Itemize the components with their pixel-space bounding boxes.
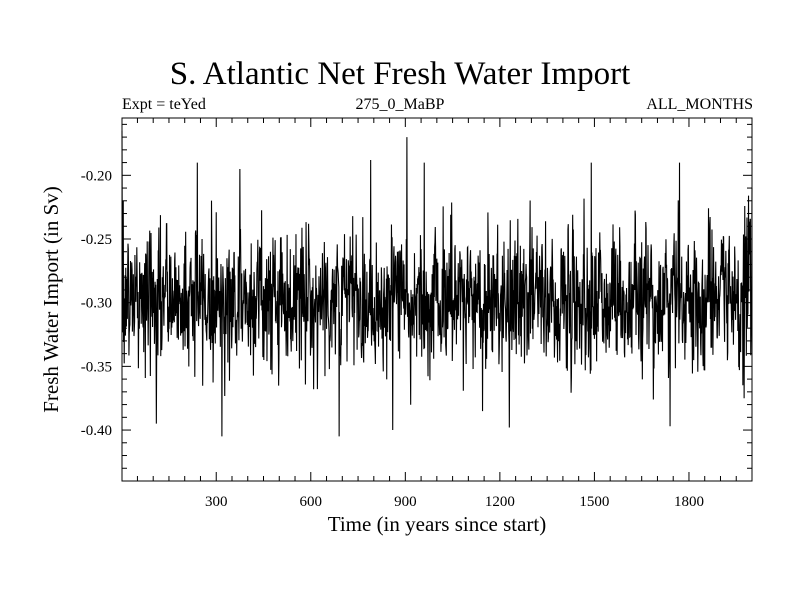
y-tick-label: -0.25 [81,232,112,248]
experiment-label: Expt = teYed [122,96,206,113]
x-tick-label: 300 [205,494,228,510]
months-label: ALL_MONTHS [646,96,753,113]
y-tick-label: -0.40 [81,423,112,439]
ticks-layer: 300 600 900 1200 1500 1800 -0.40 -0.35 -0.30 -0.2… [81,118,753,510]
y-tick-label: -0.20 [81,168,112,184]
y-axis-title: Fresh Water Import (in Sv) [39,186,63,413]
x-axis-title: Time (in years since start) [328,512,547,536]
x-tick-label: 1800 [674,494,704,510]
y-tick-label: -0.35 [81,359,112,375]
series-line [121,130,753,437]
period-label: 275_0_MaBP [355,96,445,113]
x-tick-label: 1500 [579,494,609,510]
chart-title: S. Atlantic Net Fresh Water Import [169,56,631,92]
x-tick-label: 1200 [485,494,515,510]
x-tick-label: 900 [394,494,417,510]
x-tick-label: 600 [300,494,323,510]
y-tick-label: -0.30 [81,296,112,312]
series-layer [121,130,753,437]
